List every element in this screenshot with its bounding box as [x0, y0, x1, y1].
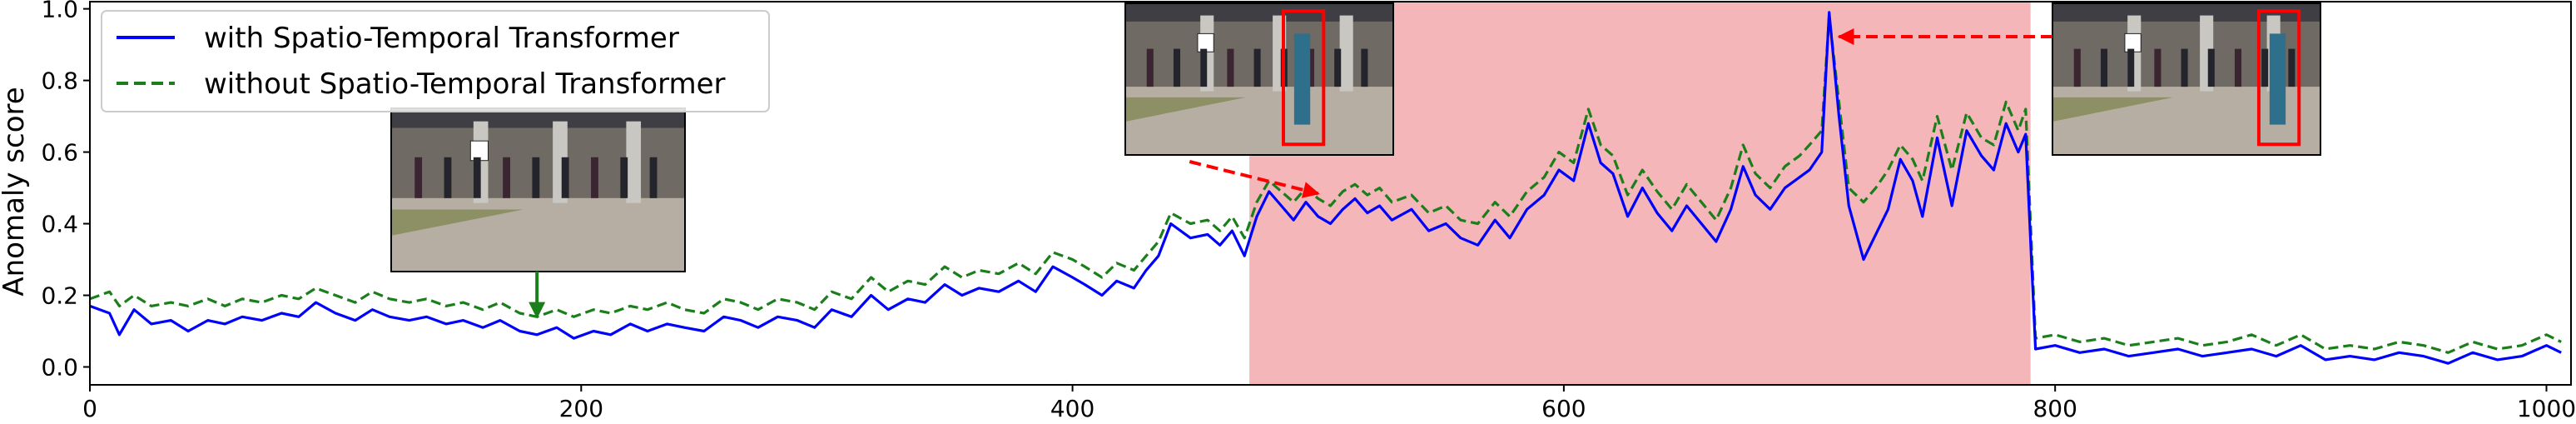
video-frame-thumbnails	[390, 2, 2321, 319]
series-line-with-transformer	[89, 11, 2562, 365]
frame-person-running	[2052, 2, 2321, 156]
y-tick-label: 0.2	[41, 282, 78, 310]
legend-label-with-transformer: with Spatio-Temporal Transformer	[204, 22, 679, 55]
anomaly-highlight-box	[1281, 9, 1326, 147]
frame-pointer-arrow	[1189, 160, 1320, 198]
x-tick-label: 800	[2033, 395, 2077, 422]
y-tick-label: 0.8	[41, 67, 78, 95]
y-tick-label: 0.6	[41, 139, 78, 167]
y-axis-label: Anomaly score	[0, 87, 31, 296]
y-tick-label: 1.0	[41, 0, 78, 23]
y-tick-label: 0.4	[41, 211, 78, 238]
axes-frame	[89, 1, 2572, 386]
legend-label-without-transformer: without Spatio-Temporal Transformer	[204, 67, 725, 101]
legend: with Spatio-Temporal Transformer without…	[101, 10, 770, 112]
x-tick-label: 0	[82, 395, 97, 422]
x-tick-label: 600	[1541, 395, 1586, 422]
frame-normal	[390, 107, 686, 272]
x-tick-label: 1000	[2517, 395, 2576, 422]
y-tick-label: 0.0	[41, 354, 78, 382]
x-tick-label: 200	[559, 395, 603, 422]
frame-person-walking	[1124, 2, 1394, 156]
anomaly-highlight-box	[2256, 9, 2301, 147]
x-tick-label: 400	[1050, 395, 1094, 422]
